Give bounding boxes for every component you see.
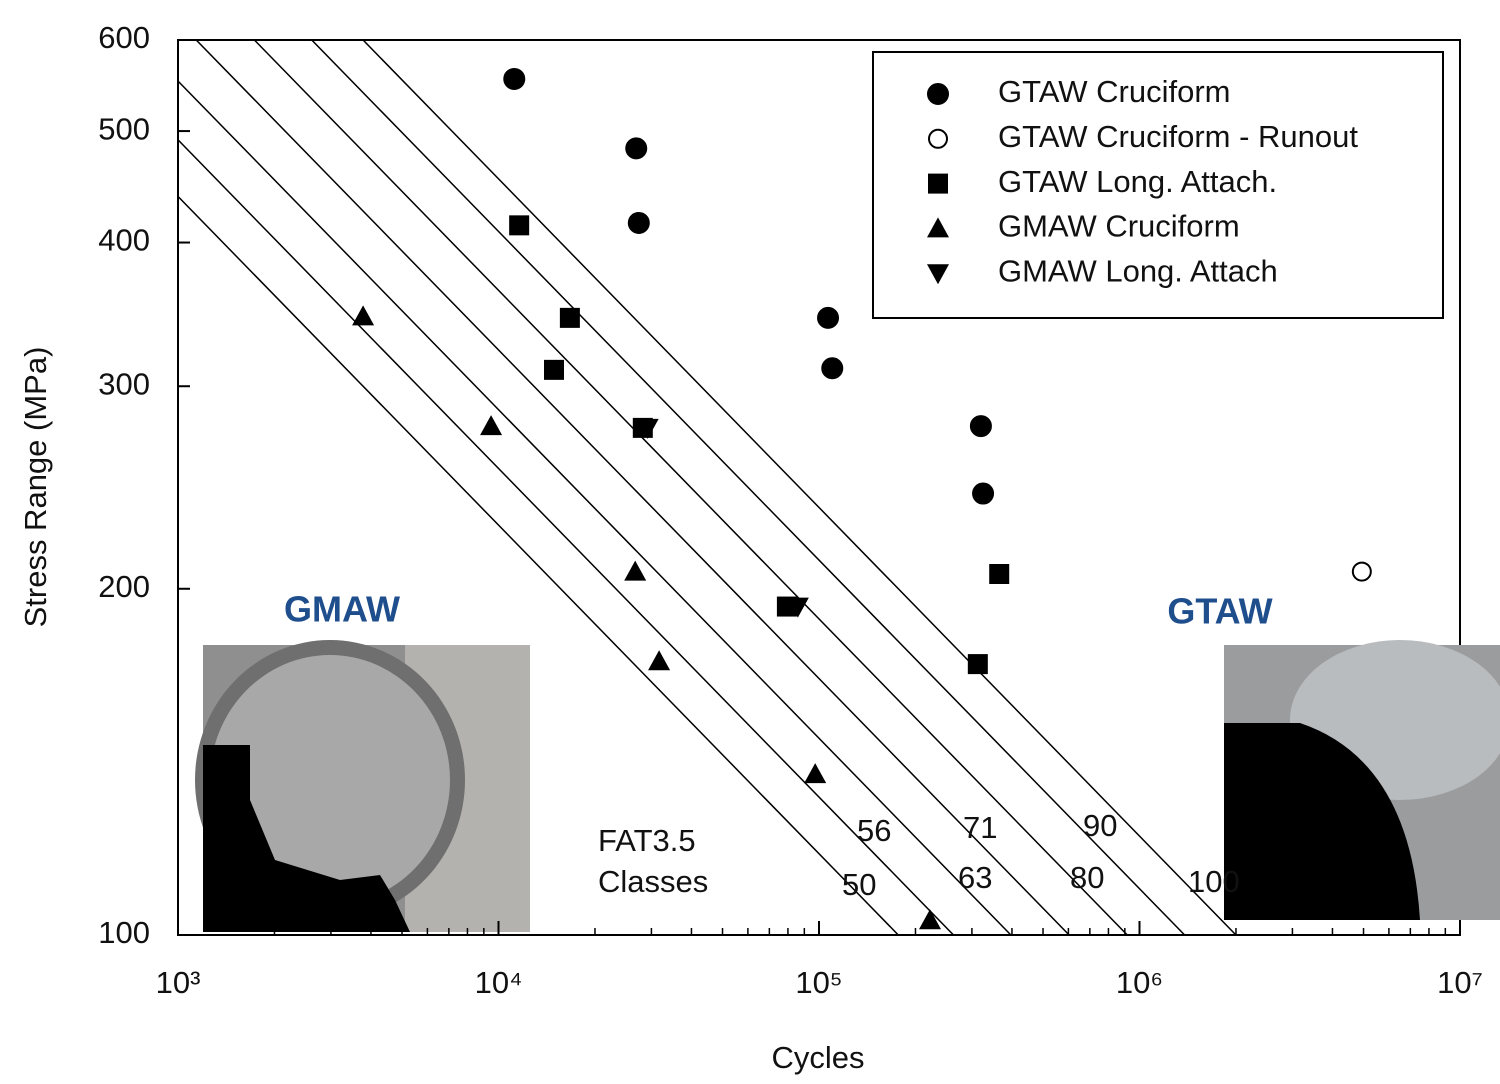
point bbox=[804, 763, 827, 784]
point bbox=[967, 654, 988, 675]
point bbox=[821, 357, 844, 380]
fat-label: 56 bbox=[857, 813, 891, 848]
legend-marker bbox=[928, 128, 948, 149]
legend-label: GMAW Long. Attach bbox=[998, 253, 1278, 288]
point bbox=[919, 909, 942, 930]
annotation: GMAW bbox=[284, 589, 400, 630]
point bbox=[817, 306, 840, 329]
x-tick-label: 10⁷ bbox=[1437, 965, 1483, 1000]
legend-marker bbox=[927, 264, 949, 285]
fat-line bbox=[178, 138, 955, 935]
point bbox=[625, 137, 648, 160]
legend bbox=[872, 51, 1444, 319]
legend-label: GMAW Cruciform bbox=[998, 209, 1240, 244]
y-tick-label: 100 bbox=[98, 915, 150, 950]
x-axis-label: Cycles bbox=[771, 1040, 864, 1075]
x-tick-label: 10⁵ bbox=[795, 965, 842, 1000]
point bbox=[480, 415, 503, 436]
fat-label: 50 bbox=[842, 867, 876, 902]
x-tick-label: 10⁴ bbox=[475, 965, 523, 1000]
point bbox=[1351, 561, 1372, 582]
y-tick-label: 500 bbox=[98, 111, 150, 146]
fat-label: 100 bbox=[1188, 864, 1240, 899]
annotation: GTAW bbox=[1167, 591, 1272, 632]
fat-label: 90 bbox=[1083, 808, 1117, 843]
point bbox=[972, 482, 995, 505]
point bbox=[544, 359, 565, 380]
gtaw-photo bbox=[1224, 640, 1500, 920]
fat-line bbox=[178, 79, 1012, 935]
point bbox=[636, 418, 659, 439]
y-tick-label: 400 bbox=[98, 223, 150, 258]
fat-line bbox=[195, 40, 1070, 935]
point bbox=[352, 305, 375, 326]
point bbox=[509, 215, 530, 236]
point bbox=[503, 67, 526, 90]
point bbox=[559, 307, 580, 328]
point bbox=[786, 597, 809, 618]
fat-line bbox=[253, 40, 1128, 935]
y-tick-label: 600 bbox=[98, 20, 150, 55]
legend-label: GTAW Cruciform - Runout bbox=[998, 119, 1358, 154]
point bbox=[989, 564, 1010, 585]
legend-marker bbox=[927, 217, 949, 238]
x-tick-label: 10⁶ bbox=[1116, 965, 1163, 1000]
fat-label: 80 bbox=[1070, 860, 1104, 895]
point bbox=[648, 650, 671, 671]
y-tick-label: 200 bbox=[98, 569, 150, 604]
fat-line bbox=[178, 195, 899, 935]
gmaw-photo bbox=[195, 640, 530, 932]
y-axis-label: Stress Range (MPa) bbox=[18, 347, 53, 628]
fat-title: FAT3.5 bbox=[598, 823, 696, 858]
legend-marker bbox=[928, 173, 948, 194]
legend-marker bbox=[927, 83, 949, 105]
legend-label: GTAW Long. Attach. bbox=[998, 164, 1277, 199]
fat-label: 71 bbox=[963, 810, 997, 845]
fat-lines bbox=[178, 40, 1237, 935]
point bbox=[627, 211, 650, 234]
fat-line bbox=[310, 40, 1186, 935]
y-tick-label: 300 bbox=[98, 366, 150, 401]
point bbox=[624, 560, 647, 581]
legend-label: GTAW Cruciform bbox=[998, 74, 1231, 109]
point bbox=[969, 415, 992, 438]
fat-title: Classes bbox=[598, 864, 708, 899]
fat-label: 63 bbox=[958, 860, 992, 895]
x-tick-label: 10³ bbox=[156, 965, 201, 1000]
